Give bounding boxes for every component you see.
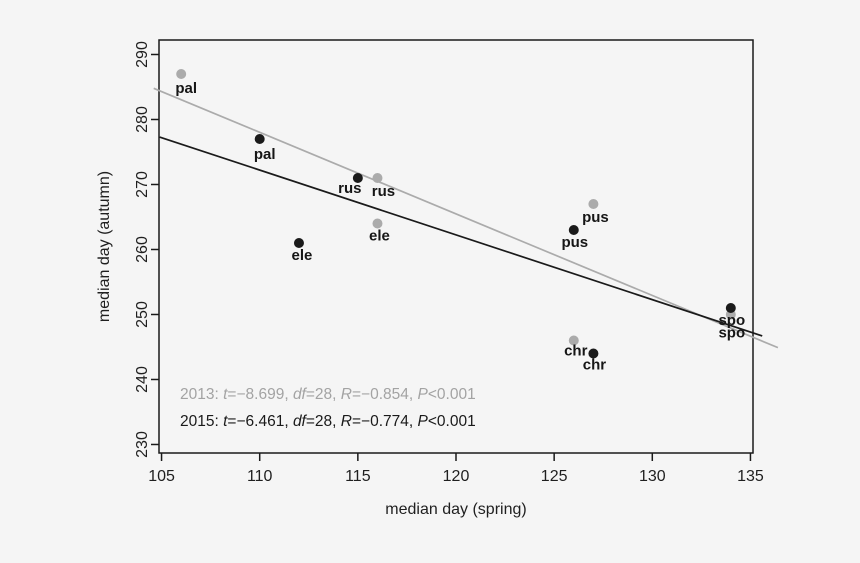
fit-line-2015 — [159, 136, 763, 337]
point-label-2015-pal: pal — [254, 146, 276, 163]
point-label-2015-ele: ele — [292, 247, 313, 264]
point-label-2013-ele: ele — [369, 227, 390, 244]
fit-line-2013 — [153, 87, 779, 349]
x-tick-label: 130 — [639, 468, 666, 485]
point-2013-pal — [176, 68, 187, 79]
x-tick-label: 135 — [737, 468, 764, 485]
point-label-2015-chr: chr — [583, 356, 607, 373]
point-label-2015-pus: pus — [561, 234, 588, 251]
point-2015-pus — [568, 224, 579, 235]
y-tick-label: 250 — [134, 301, 151, 328]
x-axis-label: median day (spring) — [385, 501, 526, 518]
y-axis-label: median day (autumn) — [96, 171, 113, 322]
point-2015-pal — [254, 133, 265, 144]
point-2015-ele — [293, 237, 304, 248]
y-tick-label: 240 — [134, 366, 151, 393]
x-tick-label: 120 — [443, 468, 470, 485]
point-label-2013-spo: spo — [718, 324, 745, 341]
point-label-2013-chr: chr — [564, 342, 588, 359]
point-2015-spo — [725, 302, 736, 313]
stats-text-2013: 2013: t=−8.699, df=28, R=−0.854, P<0.001 — [180, 386, 476, 403]
x-tick-label: 110 — [247, 468, 273, 485]
y-tick-label: 280 — [134, 106, 151, 133]
x-tick-label: 105 — [148, 468, 175, 485]
x-tick-label: 125 — [541, 468, 568, 485]
point-2015-rus — [352, 172, 363, 183]
stats-text-2015: 2015: t=−6.461, df=28, R=−0.774, P<0.001 — [180, 413, 476, 430]
y-tick-label: 290 — [134, 41, 151, 68]
point-2013-chr — [568, 335, 579, 346]
point-2013-rus — [372, 172, 383, 183]
point-label-2015-rus: rus — [338, 180, 361, 197]
point-label-2013-pus: pus — [582, 209, 609, 226]
point-2015-chr — [588, 348, 599, 359]
point-2013-ele — [372, 218, 383, 229]
point-label-2013-rus: rus — [372, 183, 395, 200]
y-tick-label: 270 — [134, 171, 151, 198]
x-tick-label: 115 — [345, 468, 371, 485]
point-label-2013-pal: pal — [175, 80, 197, 97]
point-2013-pus — [588, 198, 599, 209]
y-tick-label: 260 — [134, 236, 151, 263]
y-tick-label: 230 — [134, 431, 151, 458]
point-label-2015-spo: spo — [718, 312, 745, 329]
